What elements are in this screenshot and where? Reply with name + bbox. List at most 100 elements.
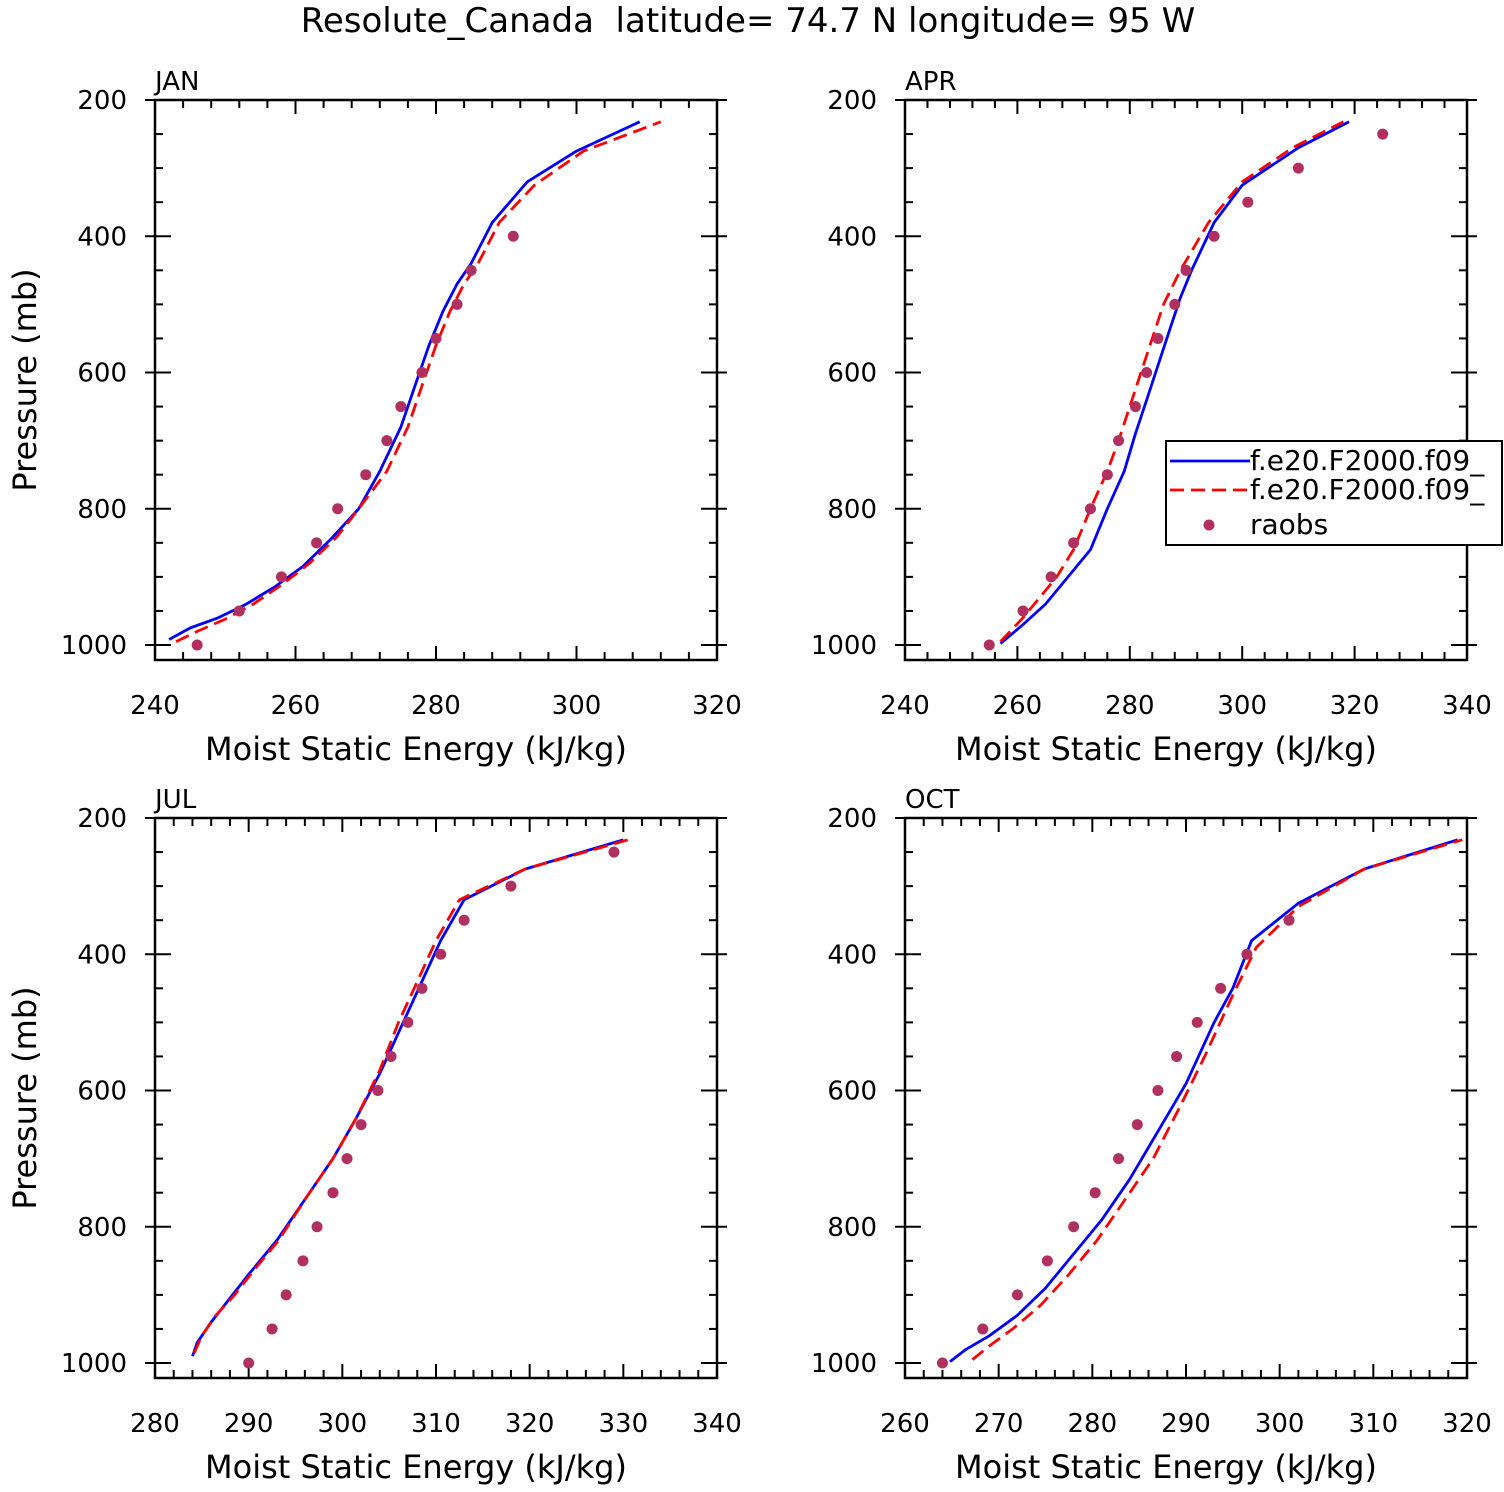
raobs-point xyxy=(1191,1016,1203,1028)
raobs-point xyxy=(465,264,477,276)
raobs-point xyxy=(1171,1050,1183,1062)
raobs-point xyxy=(1068,537,1080,549)
panel-title: JAN xyxy=(153,67,199,97)
y-tick-label: 600 xyxy=(77,359,127,389)
raobs-point xyxy=(1180,264,1192,276)
raobs-point xyxy=(280,1289,292,1301)
raobs-point xyxy=(1101,469,1113,481)
raobs-point xyxy=(1113,1153,1125,1165)
x-axis-label: Moist Static Energy (kJ/kg) xyxy=(205,730,627,768)
panel-jul: JUL 280 290 300 310 320 330 340 200 400 600 800 1000… xyxy=(6,785,742,1486)
y-tick-label: 400 xyxy=(827,940,877,970)
y-tick-label: 1000 xyxy=(61,631,127,661)
series-line-dashed xyxy=(175,120,662,643)
raobs-point xyxy=(1169,298,1181,310)
panel-jan: JAN 240 260 280 300 320 200 400 600 800 1000 Moist … xyxy=(6,67,742,768)
raobs-point xyxy=(435,948,447,960)
raobs-point xyxy=(266,1323,278,1335)
raobs-point xyxy=(416,367,428,378)
x-tick-label: 320 xyxy=(692,691,742,721)
y-tick-label: 800 xyxy=(827,495,877,525)
figure-title: Resolute_Canada latitude= 74.7 N longitu… xyxy=(301,1,1195,41)
raobs-point xyxy=(1017,605,1029,617)
panel-frame xyxy=(153,816,719,1380)
raobs-point xyxy=(430,332,442,344)
raobs-point xyxy=(395,401,407,413)
raobs-point xyxy=(1129,401,1141,413)
raobs-point xyxy=(1141,367,1153,378)
x-tick-label: 260 xyxy=(993,691,1043,721)
x-tick-label: 240 xyxy=(130,691,180,721)
y-tick-label: 600 xyxy=(827,1077,877,1107)
x-tick-label: 310 xyxy=(411,1409,461,1439)
raobs-point xyxy=(416,982,428,994)
raobs-point xyxy=(505,880,517,892)
raobs-point xyxy=(311,1221,323,1233)
legend-label: f.e20.F2000.f09_ xyxy=(1250,444,1485,477)
raobs-point xyxy=(191,639,203,651)
panel-title: OCT xyxy=(905,785,960,815)
raobs-point xyxy=(327,1187,339,1199)
x-tick-label: 270 xyxy=(974,1409,1024,1439)
raobs-point xyxy=(458,914,470,926)
x-tick-label: 280 xyxy=(1068,1409,1118,1439)
y-axis-label: Pressure (mb) xyxy=(6,986,44,1209)
raobs-point xyxy=(1215,982,1227,994)
y-tick-label: 200 xyxy=(77,86,127,116)
raobs-point xyxy=(355,1119,367,1131)
y-tick-label: 200 xyxy=(827,86,877,116)
legend-marker xyxy=(1203,519,1215,531)
y-tick-label: 400 xyxy=(77,940,127,970)
raobs-point xyxy=(1283,914,1295,926)
y-tick-label: 200 xyxy=(77,804,127,834)
legend-box xyxy=(1165,440,1503,546)
raobs-point xyxy=(977,1323,989,1335)
raobs-point xyxy=(275,571,287,583)
y-tick-label: 800 xyxy=(77,1213,127,1243)
x-tick-label: 240 xyxy=(880,691,930,721)
legend-label: raobs xyxy=(1250,508,1328,541)
raobs-point xyxy=(1084,503,1096,515)
raobs-point xyxy=(1041,1255,1053,1267)
raobs-point xyxy=(402,1016,414,1028)
x-tick-label: 340 xyxy=(692,1409,742,1439)
raobs-point xyxy=(360,469,372,481)
x-tick-label: 290 xyxy=(1161,1409,1211,1439)
raobs-point xyxy=(297,1255,309,1267)
raobs-point xyxy=(1377,128,1389,140)
raobs-point xyxy=(233,605,245,617)
y-tick-label: 600 xyxy=(77,1077,127,1107)
raobs-point xyxy=(332,503,344,515)
y-tick-label: 400 xyxy=(77,222,127,252)
raobs-point xyxy=(381,435,393,447)
raobs-point xyxy=(1152,1085,1164,1096)
series-line-dashed xyxy=(193,838,629,1354)
raobs-point xyxy=(1242,196,1254,208)
series-line-dashed xyxy=(999,120,1345,643)
raobs-point xyxy=(1152,332,1164,344)
x-tick-label: 330 xyxy=(599,1409,649,1439)
raobs-point xyxy=(608,846,620,858)
y-tick-label: 1000 xyxy=(61,1349,127,1379)
raobs-point xyxy=(507,230,519,242)
x-tick-label: 320 xyxy=(1330,691,1380,721)
raobs-point xyxy=(1068,1221,1080,1233)
raobs-point xyxy=(1241,948,1253,960)
x-tick-label: 290 xyxy=(224,1409,274,1439)
raobs-point xyxy=(451,298,463,310)
y-tick-label: 1000 xyxy=(811,631,877,661)
y-tick-label: 600 xyxy=(827,359,877,389)
raobs-point xyxy=(1011,1289,1023,1301)
panel-frame xyxy=(153,98,719,662)
series-line-solid xyxy=(168,120,641,641)
y-tick-label: 800 xyxy=(827,1213,877,1243)
x-tick-label: 260 xyxy=(880,1409,930,1439)
y-axis-label: Pressure (mb) xyxy=(6,268,44,491)
raobs-point xyxy=(1045,571,1057,583)
series-line-solid xyxy=(999,120,1350,645)
panel-frame xyxy=(903,98,1469,662)
x-axis-label: Moist Static Energy (kJ/kg) xyxy=(955,1448,1377,1486)
panel-oct: OCT 260 270 280 290 300 310 320 200 400 600 800 1000… xyxy=(811,785,1492,1486)
raobs-point xyxy=(385,1050,397,1062)
